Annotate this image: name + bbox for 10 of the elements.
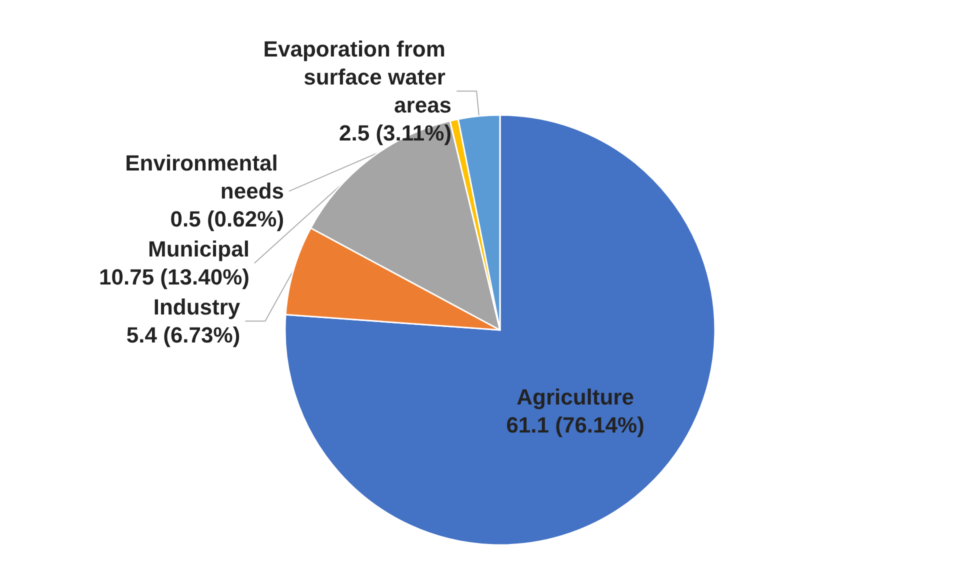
slice-label: Agriculture [516, 384, 634, 410]
data-label: 2.5 (3.11%) [339, 120, 452, 146]
slice-label: Municipal [148, 236, 250, 262]
data-label: 5.4 (6.73%) [126, 322, 240, 348]
data-label: 10.75 (13.40%) [99, 264, 250, 290]
data-label: 61.1 (76.14%) [506, 412, 644, 438]
slice-label: Evaporation from surface water areas [263, 36, 452, 118]
slice-label: Industry [153, 294, 241, 320]
slice-label: Environmental needs [125, 150, 284, 204]
data-label: 0.5 (0.62%) [170, 206, 284, 232]
